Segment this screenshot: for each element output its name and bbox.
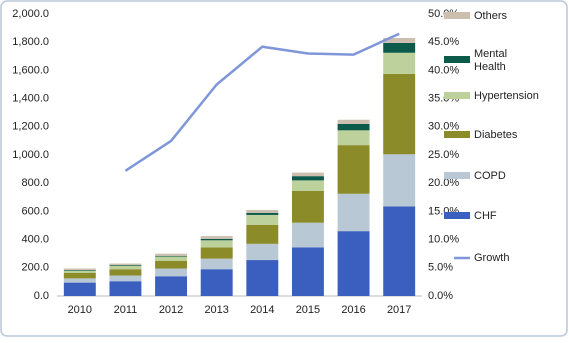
bar-segment: [337, 145, 370, 194]
bar-segment: [337, 119, 370, 124]
bar-segment: [109, 264, 142, 266]
bar-segment: [63, 282, 96, 296]
y2-tick-label: 45.0%: [428, 36, 459, 48]
bar-segment: [109, 265, 142, 270]
bar-segment: [337, 193, 370, 232]
legend-label: Diabetes: [474, 129, 518, 141]
y2-tick-label: 25.0%: [428, 149, 459, 161]
y-tick-label: 400.0: [21, 234, 49, 246]
bar-segment: [383, 154, 416, 207]
bar-segment: [200, 269, 233, 296]
bar-segment: [291, 176, 324, 181]
x-tick-label: 2012: [159, 304, 183, 316]
bar-segment: [337, 130, 370, 146]
bar-segment: [246, 243, 279, 261]
bar-segment: [291, 180, 324, 191]
y-tick-label: 600.0: [21, 205, 49, 217]
line-series: [124, 32, 400, 172]
x-tick-label: 2017: [387, 304, 411, 316]
bar-segment: [246, 214, 279, 225]
y-tick-label: 0.0: [34, 290, 49, 302]
bar-segment: [200, 247, 233, 259]
legend-swatch: [444, 212, 470, 219]
bar-segment: [291, 172, 324, 177]
y2-tick-label: 40.0%: [428, 64, 459, 76]
legend-label: Mental Health: [474, 48, 507, 73]
legend-swatch: [444, 131, 470, 138]
bar-segment: [291, 247, 324, 296]
y-tick-label: 1,400.0: [12, 93, 49, 105]
bar-segment: [155, 268, 188, 277]
bar-segment: [383, 42, 416, 53]
y2-tick-label: 5.0%: [428, 262, 453, 274]
bar-segment: [155, 255, 188, 257]
y-tick-label: 1,600.0: [12, 64, 49, 76]
bar-segment: [109, 263, 142, 265]
y2-tick-label: 0.0%: [428, 290, 453, 302]
bar-segment: [200, 240, 233, 248]
y2-tick-label: 10.0%: [428, 234, 459, 246]
bar-segment: [200, 258, 233, 270]
legend-swatch: [444, 172, 470, 179]
y2-tick-label: 20.0%: [428, 177, 459, 189]
legend-swatch: [444, 12, 470, 19]
legend-label: CHF: [474, 210, 497, 222]
bar-segment: [246, 212, 279, 215]
bar-segment: [155, 256, 188, 261]
x-tick-label: 2016: [341, 304, 365, 316]
bar-segment: [291, 190, 324, 223]
bar-segment: [109, 269, 142, 276]
bar-segment: [109, 275, 142, 282]
legend-label: Hypertension: [474, 90, 539, 102]
bar-segment: [383, 206, 416, 296]
y-tick-label: 1,200.0: [12, 121, 49, 133]
bar-segment: [200, 238, 233, 241]
bar-segment: [63, 272, 96, 279]
bar-segment: [109, 281, 142, 296]
bar-segment: [155, 276, 188, 296]
y-tick-label: 1,000.0: [12, 149, 49, 161]
bar-segment: [383, 52, 416, 74]
bar-segment: [383, 73, 416, 155]
bar-segment: [246, 209, 279, 213]
bar-segment: [155, 253, 188, 256]
y-tick-label: 800.0: [21, 177, 49, 189]
x-tick-label: 2015: [296, 304, 320, 316]
x-tick-label: 2011: [114, 304, 138, 316]
y-tick-label: 2,000.0: [12, 8, 49, 20]
bar-segment: [337, 231, 370, 296]
x-tick-label: 2013: [204, 304, 228, 316]
bar-segment: [337, 123, 370, 131]
bar-segment: [63, 278, 96, 283]
legend-label: Growth: [474, 252, 509, 264]
y2-tick-label: 30.0%: [428, 121, 459, 133]
legend-label: Others: [474, 10, 508, 22]
y-tick-label: 1,800.0: [12, 36, 49, 48]
bar-segment: [383, 37, 416, 43]
y-tick-label: 200.0: [21, 262, 49, 274]
bar-segment: [200, 236, 233, 239]
bar-segment: [246, 224, 279, 244]
bar-segment: [291, 222, 324, 248]
bar-segment: [63, 268, 96, 270]
bar-segment: [155, 260, 188, 269]
bar-segment: [63, 270, 96, 273]
x-tick-label: 2010: [68, 304, 92, 316]
legend-label: COPD: [474, 170, 506, 182]
bar-segment: [246, 260, 279, 296]
x-tick-label: 2014: [250, 304, 274, 316]
bar-segment: [63, 269, 96, 271]
legend-swatch: [444, 56, 470, 63]
legend-swatch: [444, 92, 470, 99]
